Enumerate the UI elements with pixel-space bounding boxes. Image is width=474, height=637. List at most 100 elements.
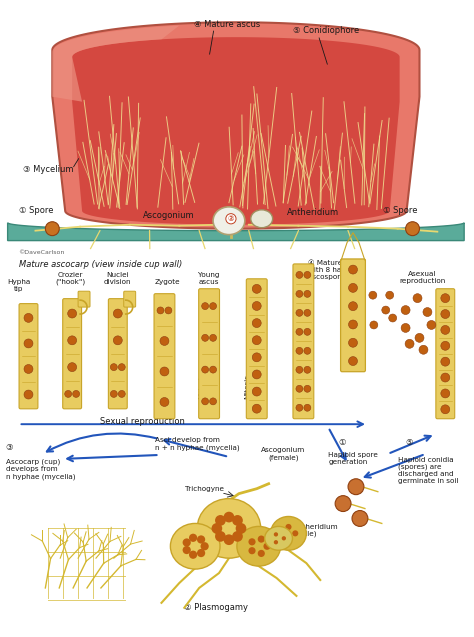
Text: Asci develop from
n + n hyphae (mycelia): Asci develop from n + n hyphae (mycelia) (155, 437, 239, 451)
Circle shape (252, 353, 261, 362)
Text: ① Spore: ① Spore (383, 206, 417, 215)
Circle shape (197, 535, 205, 543)
FancyBboxPatch shape (78, 291, 90, 307)
Circle shape (232, 515, 243, 526)
Circle shape (113, 309, 122, 318)
Text: Ascogonium
(female): Ascogonium (female) (261, 447, 306, 461)
FancyBboxPatch shape (109, 299, 127, 409)
Ellipse shape (271, 517, 306, 550)
Circle shape (304, 328, 311, 335)
Circle shape (201, 542, 209, 550)
Circle shape (160, 336, 169, 345)
Ellipse shape (251, 210, 273, 227)
Circle shape (24, 313, 33, 322)
Circle shape (24, 364, 33, 373)
Circle shape (406, 222, 419, 236)
Circle shape (296, 310, 303, 317)
Circle shape (210, 334, 217, 341)
Circle shape (73, 390, 80, 397)
Circle shape (441, 357, 450, 366)
FancyBboxPatch shape (63, 299, 82, 409)
Circle shape (210, 398, 217, 405)
Circle shape (386, 291, 394, 299)
Circle shape (285, 524, 292, 530)
Circle shape (389, 314, 397, 322)
Circle shape (264, 543, 271, 550)
Circle shape (252, 387, 261, 396)
Circle shape (352, 510, 368, 526)
FancyBboxPatch shape (154, 294, 175, 419)
Circle shape (24, 339, 33, 348)
Text: Crozier
("hook"): Crozier ("hook") (55, 271, 85, 285)
Circle shape (369, 291, 377, 299)
Text: Mitosis: Mitosis (244, 375, 250, 399)
Circle shape (296, 366, 303, 373)
Circle shape (160, 367, 169, 376)
Text: Hypha
tip: Hypha tip (7, 279, 30, 292)
Text: ⑤: ⑤ (406, 438, 413, 447)
Circle shape (210, 303, 217, 310)
Text: Karyogamy (fertilization): Karyogamy (fertilization) (154, 310, 161, 399)
Circle shape (419, 345, 428, 354)
Circle shape (252, 284, 261, 293)
FancyBboxPatch shape (246, 279, 267, 419)
Circle shape (348, 302, 357, 311)
Text: Ascogonium: Ascogonium (143, 211, 194, 220)
Text: Antheridium: Antheridium (286, 208, 338, 217)
Circle shape (348, 479, 364, 495)
Circle shape (201, 303, 209, 310)
Circle shape (118, 390, 125, 397)
Circle shape (110, 390, 117, 397)
Text: Haploid spore
generation: Haploid spore generation (328, 452, 378, 466)
Circle shape (441, 310, 450, 318)
Circle shape (296, 385, 303, 392)
Text: Haploid conidia
(spores) are
discharged and
germinate in soil: Haploid conidia (spores) are discharged … (398, 457, 458, 485)
Circle shape (348, 320, 357, 329)
Circle shape (274, 533, 278, 536)
Circle shape (382, 306, 390, 314)
Circle shape (296, 404, 303, 412)
Circle shape (224, 512, 234, 522)
FancyBboxPatch shape (341, 259, 365, 372)
Text: Meiosis: Meiosis (198, 373, 204, 399)
Circle shape (201, 334, 209, 341)
Circle shape (296, 328, 303, 335)
Text: Ascocarp (cup)
develops from
n hyphae (mycelia): Ascocarp (cup) develops from n hyphae (m… (6, 459, 75, 480)
Circle shape (279, 531, 285, 536)
Text: ③ Mycelium: ③ Mycelium (23, 164, 73, 174)
Circle shape (201, 398, 209, 405)
Circle shape (248, 547, 255, 554)
Circle shape (304, 310, 311, 317)
Circle shape (236, 523, 246, 534)
Circle shape (405, 340, 414, 348)
Circle shape (68, 309, 77, 318)
Circle shape (215, 531, 226, 541)
Circle shape (182, 538, 191, 547)
Circle shape (65, 390, 72, 397)
Polygon shape (8, 223, 464, 241)
Circle shape (413, 294, 422, 303)
Circle shape (335, 496, 351, 512)
Text: ④ Mature ascus
with 8 haploid
ascospores: ④ Mature ascus with 8 haploid ascospores (309, 261, 365, 280)
Circle shape (304, 290, 311, 297)
Circle shape (296, 290, 303, 297)
Text: ② Plasmogamy: ② Plasmogamy (184, 603, 248, 612)
Text: ②: ② (228, 214, 234, 223)
FancyBboxPatch shape (124, 291, 136, 307)
Circle shape (232, 531, 243, 541)
Circle shape (304, 404, 311, 412)
Circle shape (201, 366, 209, 373)
Text: ⑤ Conidiophore: ⑤ Conidiophore (293, 25, 360, 34)
Text: Asexual
reproduction: Asexual reproduction (399, 271, 446, 284)
Circle shape (252, 336, 261, 345)
Circle shape (113, 336, 122, 345)
Circle shape (210, 366, 217, 373)
Circle shape (258, 536, 265, 543)
FancyBboxPatch shape (199, 289, 219, 419)
Circle shape (68, 362, 77, 371)
Circle shape (252, 404, 261, 413)
Circle shape (401, 324, 410, 333)
Circle shape (157, 307, 164, 314)
Circle shape (427, 320, 436, 329)
Circle shape (24, 390, 33, 399)
